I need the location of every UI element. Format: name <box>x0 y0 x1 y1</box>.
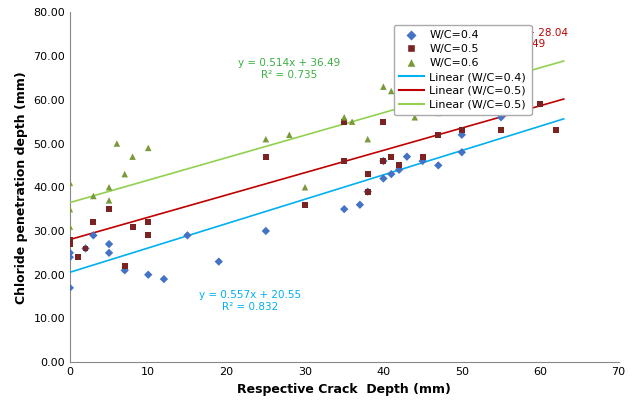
Point <box>120 263 130 269</box>
Point <box>284 131 294 138</box>
Point <box>183 232 193 239</box>
Point <box>120 171 130 177</box>
Point <box>378 158 389 164</box>
Point <box>104 250 114 256</box>
Point <box>363 188 373 195</box>
Point <box>378 175 389 182</box>
Point <box>104 206 114 213</box>
Point <box>386 171 396 177</box>
Point <box>65 284 75 291</box>
Point <box>433 131 443 138</box>
Point <box>496 114 506 120</box>
Point <box>418 158 428 164</box>
Point <box>339 114 349 120</box>
Point <box>143 144 153 151</box>
Text: y = 0.557x + 20.55
R² = 0.832: y = 0.557x + 20.55 R² = 0.832 <box>199 290 301 312</box>
Point <box>378 158 389 164</box>
Point <box>456 53 467 59</box>
Point <box>88 193 98 199</box>
Point <box>456 127 467 134</box>
Point <box>143 232 153 239</box>
Point <box>551 127 561 134</box>
Point <box>127 153 138 160</box>
Point <box>65 254 75 260</box>
Point <box>378 118 389 125</box>
Point <box>143 271 153 278</box>
Point <box>120 267 130 274</box>
Point <box>214 258 224 265</box>
Text: y = 0.510x + 28.04
R² = 0.849: y = 0.510x + 28.04 R² = 0.849 <box>466 28 567 49</box>
Point <box>65 206 75 213</box>
Legend: W/C=0.4, W/C=0.5, W/C=0.6, Linear (W/C=0.4), Linear (W/C=0.5), Linear (W/C=0.5): W/C=0.4, W/C=0.5, W/C=0.6, Linear (W/C=0… <box>394 25 531 115</box>
Point <box>378 83 389 90</box>
Point <box>300 202 310 208</box>
Point <box>81 245 91 252</box>
Point <box>104 241 114 247</box>
Point <box>339 118 349 125</box>
Point <box>496 83 506 90</box>
Point <box>88 219 98 226</box>
Point <box>300 184 310 191</box>
Point <box>65 237 75 243</box>
Point <box>261 228 271 234</box>
Point <box>386 88 396 94</box>
Point <box>88 232 98 239</box>
Y-axis label: Chloride penetration depth (mm): Chloride penetration depth (mm) <box>15 71 28 304</box>
Point <box>261 136 271 142</box>
Point <box>433 162 443 169</box>
Point <box>159 276 169 282</box>
Point <box>112 140 122 147</box>
Text: y = 0.514x + 36.49
R² = 0.735: y = 0.514x + 36.49 R² = 0.735 <box>238 58 340 80</box>
Point <box>261 153 271 160</box>
Point <box>127 223 138 230</box>
Point <box>339 206 349 213</box>
Point <box>143 219 153 226</box>
Point <box>394 162 404 169</box>
Point <box>104 184 114 191</box>
Point <box>535 101 545 107</box>
Point <box>363 136 373 142</box>
Point <box>402 153 412 160</box>
Point <box>339 158 349 164</box>
Point <box>386 153 396 160</box>
Point <box>355 202 365 208</box>
Point <box>456 149 467 155</box>
Point <box>104 197 114 204</box>
Point <box>347 118 357 125</box>
Point <box>73 254 83 260</box>
X-axis label: Respective Crack  Depth (mm): Respective Crack Depth (mm) <box>237 383 451 396</box>
Point <box>65 250 75 256</box>
Point <box>363 171 373 177</box>
Point <box>418 153 428 160</box>
Point <box>433 110 443 116</box>
Point <box>65 180 75 186</box>
Point <box>65 241 75 247</box>
Point <box>456 131 467 138</box>
Point <box>81 245 91 252</box>
Point <box>363 188 373 195</box>
Point <box>410 114 420 120</box>
Point <box>496 127 506 134</box>
Point <box>65 223 75 230</box>
Point <box>394 166 404 173</box>
